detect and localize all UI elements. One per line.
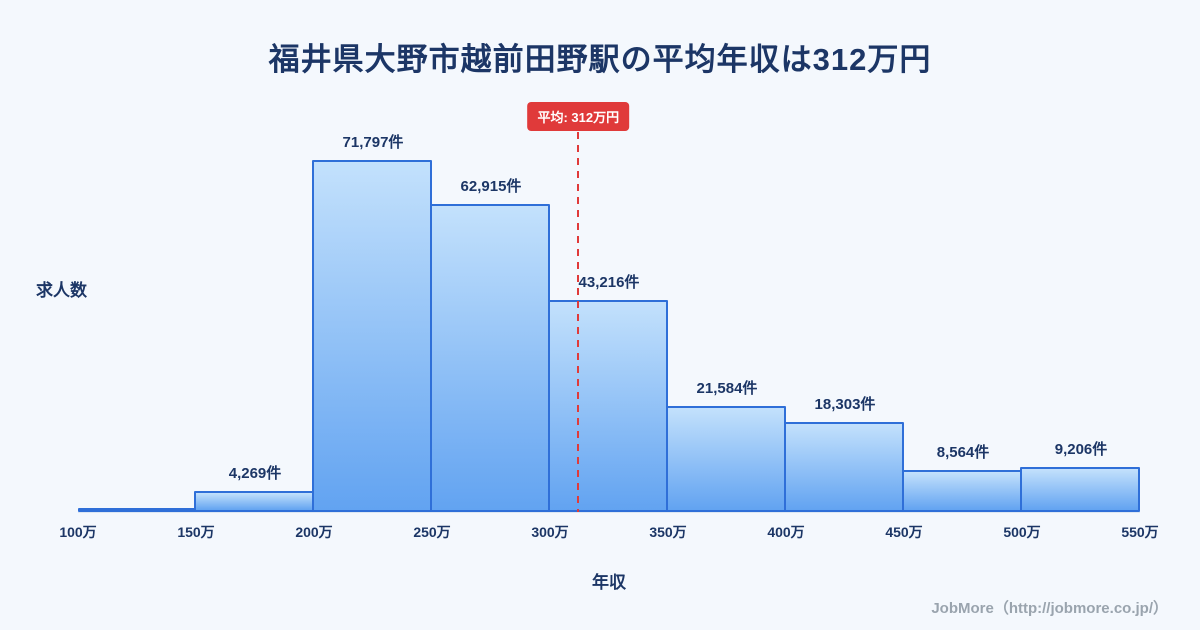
page-title: 福井県大野市越前田野駅の平均年収は312万円 (268, 42, 932, 77)
histogram-bar (902, 470, 1022, 512)
bar-value-label: 71,797件 (342, 134, 404, 152)
bar-value-label: 18,303件 (814, 396, 876, 414)
x-tick-label: 550万 (1121, 524, 1159, 540)
x-tick-label: 450万 (885, 524, 923, 540)
bar-value-label: 9,206件 (1054, 440, 1108, 458)
bar-value-label: 62,915件 (460, 177, 522, 195)
x-tick-label: 200万 (295, 524, 333, 540)
histogram-bar (311, 160, 432, 512)
histogram-bar (783, 422, 904, 512)
histogram-plot-area: 4,269件 71,797件 62,915件 43,216件 21,584件 18,303… (78, 102, 1140, 513)
bar-value-label: 8,564件 (936, 444, 990, 462)
x-tick-label: 150万 (177, 524, 215, 540)
x-tick-label: 400万 (767, 524, 805, 540)
histogram-bar (78, 508, 196, 512)
average-line (577, 132, 580, 512)
x-tick-label: 300万 (531, 524, 569, 540)
average-badge: 平均: 312万円 (527, 102, 630, 131)
histogram-bar (666, 406, 786, 512)
bar-value-label: 43,216件 (578, 274, 640, 292)
x-tick-label: 500万 (1003, 524, 1041, 540)
x-axis-ticks: 100万 150万 200万 250万 300万 350万 400万 450万 500万 550万 (59, 522, 1158, 542)
x-tick-label: 250万 (413, 524, 451, 540)
histogram-bar (547, 300, 668, 512)
x-tick-label: 350万 (649, 524, 687, 540)
histogram-bar (1019, 466, 1140, 512)
y-axis-label: 求人数 (36, 281, 87, 300)
bar-value-label: 21,584件 (696, 380, 758, 398)
footer-credit: JobMore（http://jobmore.co.jp/） (931, 600, 1168, 617)
x-axis-label: 年収 (592, 573, 626, 592)
x-tick-label: 100万 (59, 524, 97, 540)
bar-value-label: 4,269件 (228, 465, 282, 483)
histogram-bar (193, 491, 314, 512)
histogram-bar (429, 203, 550, 512)
